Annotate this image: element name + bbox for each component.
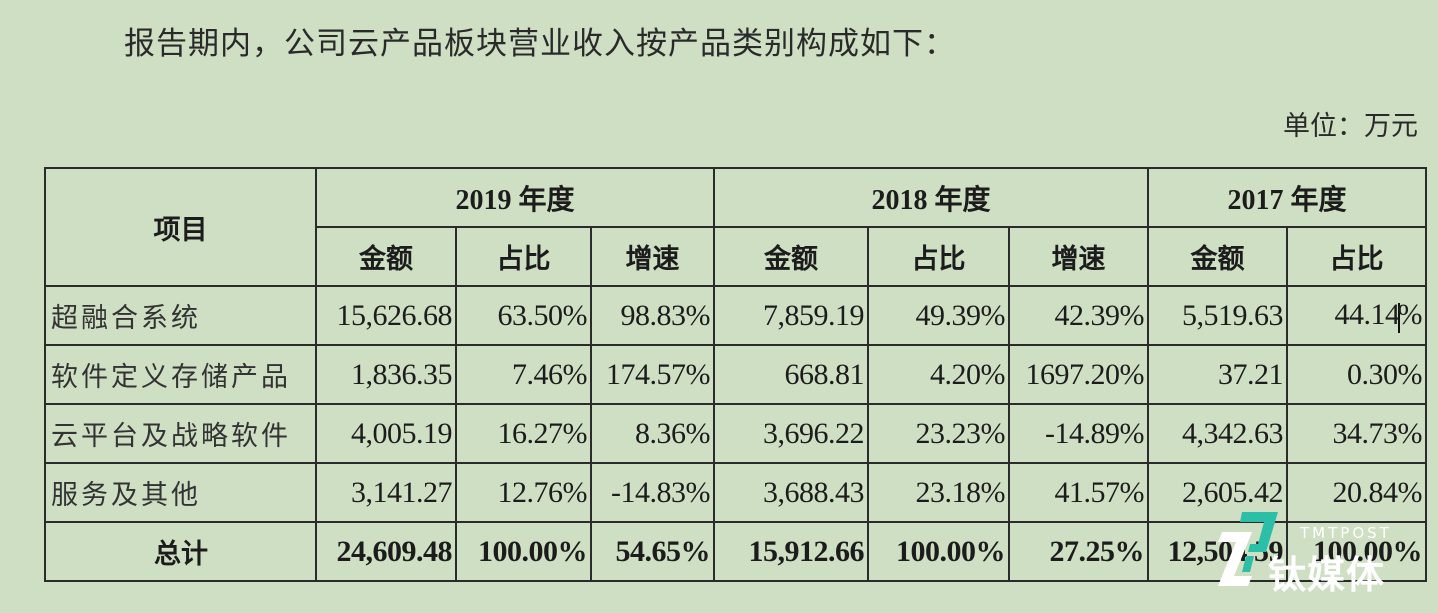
cell-2018-growth: 42.39%: [1008, 285, 1150, 346]
cell-2018-growth: -14.89%: [1008, 403, 1150, 464]
cell-2018-growth: 41.57%: [1008, 462, 1150, 523]
col-header-2019-growth: 增速: [589, 226, 716, 287]
cell-2019-growth: 8.36%: [589, 403, 716, 464]
text-cursor: [1397, 302, 1400, 333]
cell-2018-amount: 3,688.43: [713, 462, 870, 523]
cell-2018-growth: 1697.20%: [1008, 344, 1150, 405]
cell-2019-growth: 98.83%: [589, 285, 716, 346]
cell-2018-share: 49.39%: [867, 285, 1011, 346]
cell-2017-amount: 2,605.42: [1147, 462, 1289, 523]
cell-2019-growth: -14.83%: [589, 462, 716, 523]
revenue-breakdown-table: 项目 2019 年度 2018 年度 2017 年度 金额 占比 增速 金额 占…: [44, 167, 1428, 582]
header-row-columns: 金额 占比 增速 金额 占比 增速 金额 占比: [45, 226, 1428, 287]
cell-2019-amount: 4,005.19: [315, 403, 457, 464]
row-item-label: 服务及其他: [44, 462, 317, 523]
col-header-2017-share: 占比: [1286, 226, 1428, 287]
total-2019-amount: 24,609.48: [315, 521, 457, 582]
total-2018-share: 100.00%: [867, 521, 1011, 582]
col-header-2018-amount: 金额: [713, 226, 870, 287]
cell-2019-amount: 3,141.27: [315, 462, 457, 523]
cell-2017-share: 0.30%: [1286, 344, 1428, 405]
cell-2017-share-text-a: 44.14: [1334, 298, 1401, 332]
cell-2017-share: 20.84%: [1286, 462, 1428, 523]
cell-2018-amount: 7,859.19: [713, 285, 870, 346]
year-header-2019: 2019 年度: [314, 167, 716, 228]
cell-2018-share: 23.18%: [867, 462, 1011, 523]
col-header-2017-amount: 金额: [1147, 226, 1289, 287]
cell-2017-amount: 37.21: [1147, 344, 1289, 405]
row-item-label: 软件定义存储产品: [44, 344, 317, 405]
total-2019-share: 100.00%: [455, 521, 592, 582]
year-header-2018: 2018 年度: [713, 167, 1150, 228]
cell-2018-share: 23.23%: [867, 403, 1011, 464]
cell-2019-growth: 174.57%: [589, 344, 716, 405]
cell-2019-share: 12.76%: [455, 462, 592, 523]
total-2018-amount: 15,912.66: [713, 521, 870, 582]
row-item-label: 超融合系统: [44, 285, 317, 346]
cell-2019-share: 7.46%: [455, 344, 592, 405]
total-2019-growth: 54.65%: [589, 521, 716, 582]
total-row: 总计 24,609.48 100.00% 54.65% 15,912.66 10…: [44, 521, 1428, 582]
col-header-2019-amount: 金额: [315, 226, 457, 287]
intro-paragraph: 报告期内，公司云产品板块营业收入按产品类别构成如下：: [124, 26, 956, 62]
cell-2019-share: 16.27%: [455, 403, 592, 464]
year-header-2017: 2017 年度: [1147, 167, 1428, 228]
cell-2017-amount: 5,519.63: [1147, 285, 1289, 346]
col-header-2018-growth: 增速: [1008, 226, 1150, 287]
table-row: 软件定义存储产品 1,836.35 7.46% 174.57% 668.81 4…: [44, 344, 1428, 405]
cell-2019-share: 63.50%: [455, 285, 592, 346]
item-header: 项目: [44, 167, 317, 287]
cell-2019-amount: 1,836.35: [315, 344, 457, 405]
cell-2018-amount: 668.81: [713, 344, 870, 405]
header-row-years: 项目 2019 年度 2018 年度 2017 年度: [44, 167, 1428, 287]
row-item-label: 云平台及战略软件: [44, 403, 317, 464]
cell-2017-share: 34.73%: [1286, 403, 1428, 464]
cell-2017-share[interactable]: 44.14%: [1286, 285, 1428, 346]
cell-2017-amount: 4,342.63: [1147, 403, 1289, 464]
total-2018-growth: 27.25%: [1008, 521, 1150, 582]
col-header-2018-share: 占比: [867, 226, 1011, 287]
total-2017-amount: 12,504.59: [1147, 521, 1289, 582]
cell-2019-amount: 15,626.68: [315, 285, 457, 346]
unit-label: 单位：万元: [1283, 111, 1418, 142]
col-header-2019-share: 占比: [455, 226, 592, 287]
table-row: 云平台及战略软件 4,005.19 16.27% 8.36% 3,696.22 …: [44, 403, 1428, 464]
table-row: 服务及其他 3,141.27 12.76% -14.83% 3,688.43 2…: [44, 462, 1428, 523]
cell-2017-share-text-b: %: [1397, 298, 1423, 332]
total-2017-share: 100.00%: [1286, 521, 1428, 582]
cell-2018-share: 4.20%: [867, 344, 1011, 405]
total-label: 总计: [44, 521, 317, 582]
cell-2018-amount: 3,696.22: [713, 403, 870, 464]
table-row: 超融合系统 15,626.68 63.50% 98.83% 7,859.19 4…: [44, 285, 1428, 346]
